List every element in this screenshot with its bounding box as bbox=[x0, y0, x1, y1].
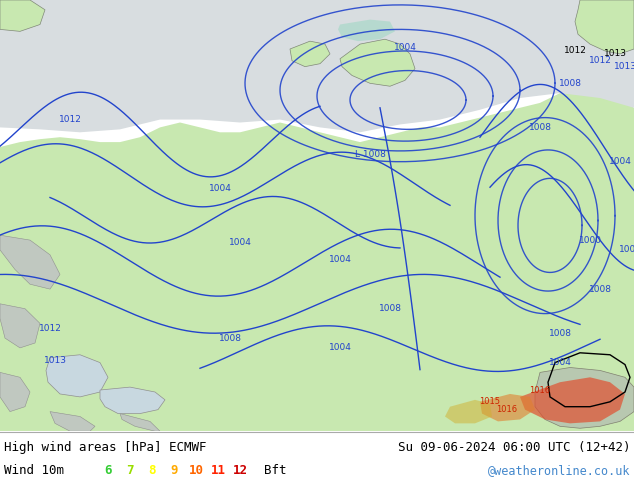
Text: 1004: 1004 bbox=[229, 238, 252, 246]
Text: 1008: 1008 bbox=[548, 329, 571, 338]
Text: 1004: 1004 bbox=[548, 358, 571, 367]
Text: 1008: 1008 bbox=[588, 285, 612, 294]
Text: 1012: 1012 bbox=[564, 47, 586, 55]
Text: 1013: 1013 bbox=[614, 62, 634, 71]
Text: 1004: 1004 bbox=[619, 245, 634, 254]
Polygon shape bbox=[445, 400, 492, 423]
Polygon shape bbox=[575, 0, 634, 54]
Text: 1008: 1008 bbox=[559, 79, 581, 88]
Polygon shape bbox=[0, 372, 30, 412]
Text: 1004: 1004 bbox=[328, 255, 351, 264]
Polygon shape bbox=[340, 39, 415, 86]
Text: 1000: 1000 bbox=[578, 236, 602, 245]
Text: Su 09-06-2024 06:00 UTC (12+42): Su 09-06-2024 06:00 UTC (12+42) bbox=[398, 441, 630, 454]
Text: 1016: 1016 bbox=[496, 405, 517, 414]
Text: Wind 10m: Wind 10m bbox=[4, 464, 64, 477]
Text: @weatheronline.co.uk: @weatheronline.co.uk bbox=[488, 464, 630, 477]
Polygon shape bbox=[0, 304, 40, 348]
Text: 1015: 1015 bbox=[479, 397, 500, 406]
Polygon shape bbox=[520, 377, 625, 423]
Text: 1012: 1012 bbox=[588, 56, 611, 65]
Polygon shape bbox=[0, 83, 634, 431]
Polygon shape bbox=[0, 0, 634, 132]
Text: 8: 8 bbox=[148, 464, 156, 477]
Polygon shape bbox=[338, 20, 395, 41]
Polygon shape bbox=[0, 235, 60, 289]
Text: 6: 6 bbox=[104, 464, 112, 477]
Polygon shape bbox=[100, 387, 165, 414]
Text: 11: 11 bbox=[210, 464, 226, 477]
Text: 12: 12 bbox=[233, 464, 247, 477]
Text: 1013: 1013 bbox=[604, 49, 626, 58]
Text: 1012: 1012 bbox=[39, 324, 61, 333]
Text: 1008: 1008 bbox=[529, 123, 552, 132]
Text: 10: 10 bbox=[188, 464, 204, 477]
Text: 1004: 1004 bbox=[609, 157, 631, 166]
Text: 1012: 1012 bbox=[58, 115, 81, 124]
Text: 1013: 1013 bbox=[44, 356, 67, 365]
Text: 1004: 1004 bbox=[328, 343, 351, 352]
Polygon shape bbox=[50, 412, 95, 431]
Polygon shape bbox=[480, 394, 535, 421]
Text: 1004: 1004 bbox=[394, 43, 417, 51]
Polygon shape bbox=[120, 414, 160, 431]
Text: 7: 7 bbox=[126, 464, 134, 477]
Polygon shape bbox=[290, 41, 330, 67]
Text: Bft: Bft bbox=[264, 464, 287, 477]
Text: 9: 9 bbox=[171, 464, 178, 477]
Text: 1008: 1008 bbox=[378, 304, 401, 313]
Text: 1008: 1008 bbox=[219, 334, 242, 343]
Text: 1016: 1016 bbox=[529, 386, 550, 394]
Text: L 1008: L 1008 bbox=[354, 150, 385, 159]
Text: High wind areas [hPa] ECMWF: High wind areas [hPa] ECMWF bbox=[4, 441, 207, 454]
Polygon shape bbox=[46, 355, 108, 397]
Polygon shape bbox=[0, 0, 45, 31]
Polygon shape bbox=[535, 368, 634, 428]
Text: 1004: 1004 bbox=[209, 184, 231, 193]
